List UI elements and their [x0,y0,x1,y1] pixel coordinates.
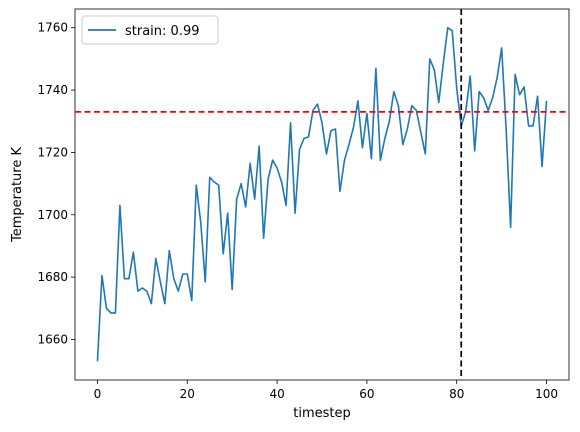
x-axis: 0 20 40 60 80 100 [94,380,558,401]
y-tick-label: 1720 [37,145,68,159]
y-axis-label: Temperature K [10,147,25,243]
y-tick-label: 1660 [37,332,68,346]
x-tick-label: 0 [94,387,102,401]
series-line [96,26,548,362]
x-tick-label: 60 [359,387,374,401]
y-tick-label: 1740 [37,83,68,97]
plot-frame [74,8,570,381]
x-tick-label: 80 [449,387,464,401]
legend-box [81,15,219,45]
y-tick-label: 1700 [37,208,68,222]
series-layer [96,26,548,362]
x-tick-label: 100 [535,387,558,401]
x-tick-label: 20 [180,387,195,401]
x-tick-label: 40 [269,387,284,401]
legend-label: strain: 0.99 [125,24,200,39]
y-tick-label: 1760 [37,21,68,35]
y-axis: 1660 1680 1700 1720 1740 1760 [37,21,75,346]
y-tick-label: 1680 [37,270,68,284]
reference-lines [75,9,569,380]
x-axis-label: timestep [293,406,351,421]
legend: strain: 0.99 [81,15,219,45]
